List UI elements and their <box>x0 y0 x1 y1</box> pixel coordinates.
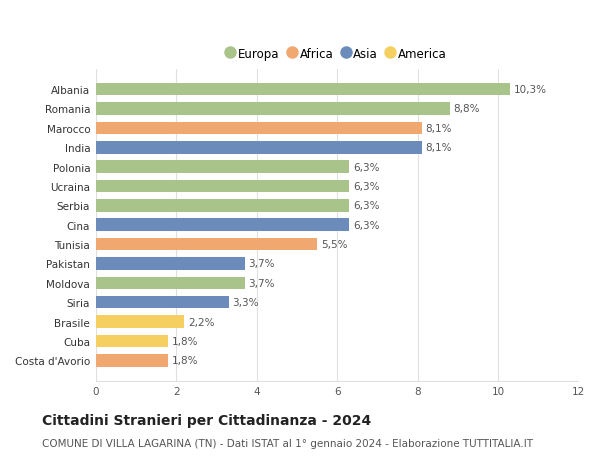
Bar <box>96 219 349 231</box>
Bar <box>96 84 510 96</box>
Text: 3,7%: 3,7% <box>248 259 275 269</box>
Text: 8,8%: 8,8% <box>454 104 480 114</box>
Bar <box>96 354 168 367</box>
Bar <box>96 180 349 193</box>
Text: 1,8%: 1,8% <box>172 336 199 346</box>
Text: 6,3%: 6,3% <box>353 201 380 211</box>
Bar <box>96 296 229 309</box>
Text: 1,8%: 1,8% <box>172 356 199 365</box>
Text: 6,3%: 6,3% <box>353 162 380 172</box>
Text: 3,7%: 3,7% <box>248 278 275 288</box>
Bar <box>96 335 168 347</box>
Text: 3,3%: 3,3% <box>233 297 259 308</box>
Bar <box>96 103 449 116</box>
Bar <box>96 161 349 174</box>
Text: COMUNE DI VILLA LAGARINA (TN) - Dati ISTAT al 1° gennaio 2024 - Elaborazione TUT: COMUNE DI VILLA LAGARINA (TN) - Dati IST… <box>42 438 533 448</box>
Text: 8,1%: 8,1% <box>425 123 452 134</box>
Bar <box>96 277 245 290</box>
Text: 6,3%: 6,3% <box>353 220 380 230</box>
Text: 8,1%: 8,1% <box>425 143 452 153</box>
Bar <box>96 142 422 154</box>
Bar <box>96 238 317 251</box>
Text: 2,2%: 2,2% <box>188 317 215 327</box>
Text: 6,3%: 6,3% <box>353 182 380 191</box>
Bar <box>96 257 245 270</box>
Bar <box>96 200 349 212</box>
Bar <box>96 316 184 328</box>
Legend: Europa, Africa, Asia, America: Europa, Africa, Asia, America <box>227 48 447 61</box>
Text: 5,5%: 5,5% <box>321 240 347 250</box>
Text: 10,3%: 10,3% <box>514 85 547 95</box>
Text: Cittadini Stranieri per Cittadinanza - 2024: Cittadini Stranieri per Cittadinanza - 2… <box>42 413 371 427</box>
Bar <box>96 122 422 135</box>
